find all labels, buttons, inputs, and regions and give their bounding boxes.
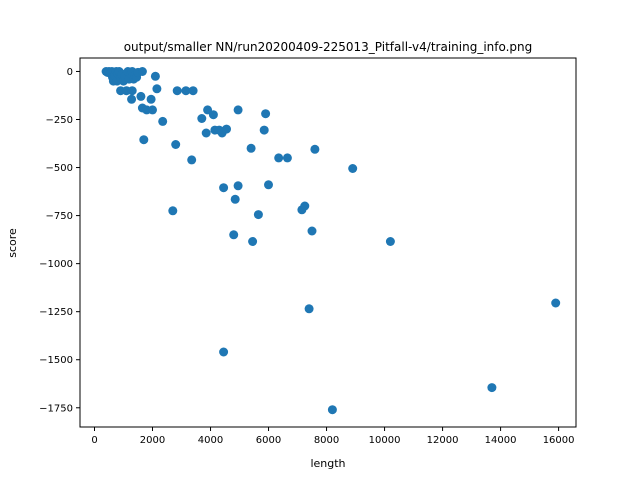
- x-axis-label: length: [310, 457, 345, 470]
- data-point-55: [230, 194, 240, 204]
- data-point-56: [233, 181, 243, 191]
- y-tick-label: −750: [46, 211, 73, 222]
- data-point-42: [187, 155, 197, 165]
- data-point-34: [148, 105, 157, 115]
- data-point-22: [127, 86, 137, 96]
- data-point-37: [158, 116, 168, 126]
- y-tick-label: −1000: [39, 259, 73, 270]
- data-point-74: [487, 383, 497, 393]
- x-tick-label: 6000: [256, 435, 281, 446]
- y-tick-label: −1500: [39, 355, 73, 366]
- data-point-29: [137, 67, 147, 76]
- x-tick-label: 10000: [369, 435, 401, 446]
- data-point-68: [304, 304, 314, 314]
- data-point-63: [264, 180, 273, 190]
- x-axis-ticks: 0 2000 4000 6000 8000 10000 12000 14000 16000: [91, 427, 575, 446]
- data-point-62: [261, 109, 271, 119]
- data-point-33: [146, 94, 156, 104]
- data-point-73: [385, 237, 395, 246]
- data-point-71: [327, 405, 337, 415]
- y-tick-label: 0: [67, 67, 73, 78]
- x-tick-label: 4000: [198, 435, 223, 446]
- y-tick-label: −250: [46, 115, 73, 126]
- y-tick-label: −500: [46, 163, 73, 174]
- data-point-45: [201, 128, 211, 138]
- data-point-57: [233, 105, 243, 115]
- x-tick-label: 12000: [427, 435, 459, 446]
- data-points: [101, 67, 561, 415]
- data-point-23: [127, 94, 137, 104]
- y-tick-label: −1750: [39, 403, 73, 414]
- chart-title: output/smaller NN/run20200409-225013_Pit…: [124, 40, 533, 54]
- data-point-72: [348, 164, 358, 173]
- data-point-67: [300, 201, 310, 211]
- plot-frame: [79, 57, 577, 428]
- data-point-44: [197, 114, 207, 123]
- data-point-70: [310, 144, 320, 154]
- data-point-28: [136, 91, 146, 101]
- x-tick-label: 0: [91, 435, 97, 446]
- data-point-64: [274, 153, 284, 163]
- data-point-58: [246, 143, 256, 153]
- x-tick-label: 2000: [140, 435, 165, 446]
- x-tick-label: 16000: [543, 435, 575, 446]
- x-tick-label: 14000: [485, 435, 517, 446]
- data-point-69: [307, 226, 317, 236]
- x-tick-label: 8000: [314, 435, 339, 446]
- data-point-39: [171, 140, 181, 149]
- data-point-41: [181, 86, 191, 96]
- data-point-38: [168, 206, 178, 216]
- data-point-51: [219, 183, 229, 193]
- data-point-52: [219, 347, 229, 357]
- data-point-59: [248, 237, 258, 246]
- data-point-75: [551, 298, 561, 308]
- data-point-61: [259, 125, 269, 135]
- data-point-36: [152, 84, 162, 94]
- data-point-60: [253, 210, 263, 220]
- data-point-35: [150, 71, 160, 81]
- data-point-43: [188, 86, 198, 96]
- y-axis-label: score: [6, 228, 19, 258]
- data-point-40: [172, 86, 182, 96]
- data-point-53: [222, 124, 231, 134]
- data-point-65: [282, 153, 292, 163]
- y-tick-label: −1250: [39, 307, 73, 318]
- data-point-47: [208, 110, 218, 120]
- data-point-31: [139, 135, 149, 145]
- data-point-54: [229, 230, 239, 240]
- y-axis-ticks: 0 −250 −500 −750 −1000 −1250 −1500 −1750: [39, 67, 80, 414]
